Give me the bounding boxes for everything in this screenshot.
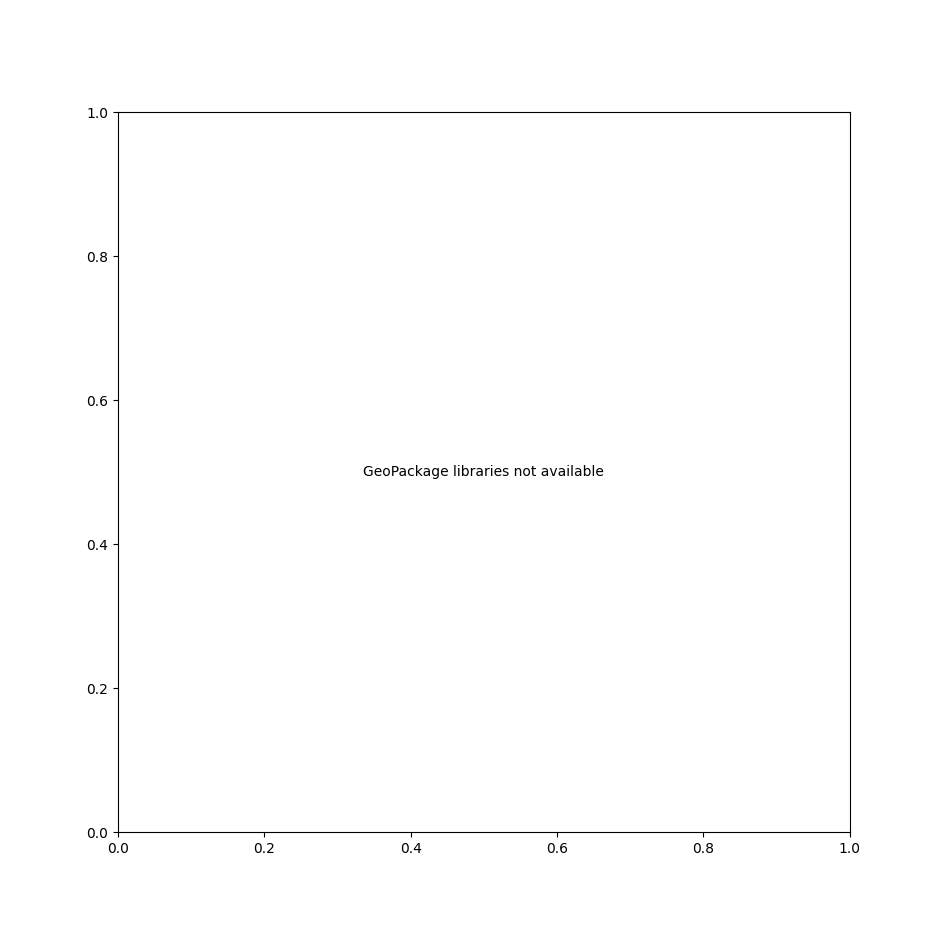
Text: GeoPackage libraries not available: GeoPackage libraries not available (363, 466, 604, 479)
